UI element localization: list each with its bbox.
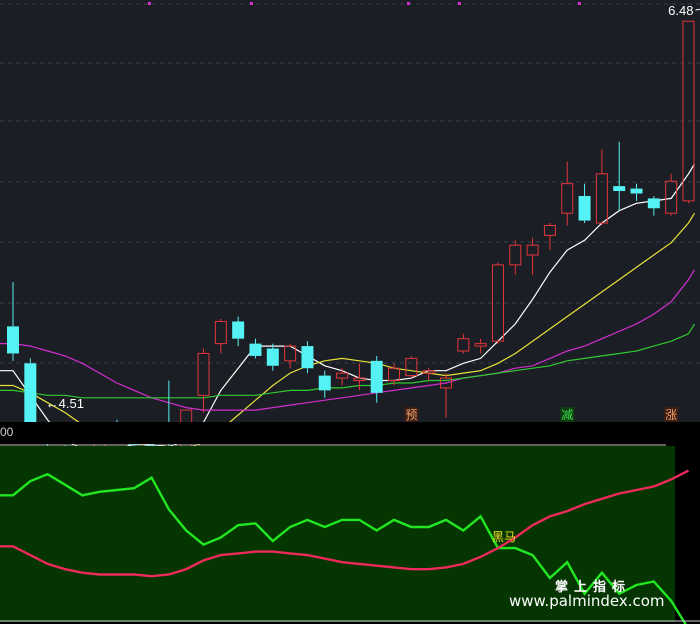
candle-body-up <box>474 343 487 347</box>
panel-separator <box>0 422 700 444</box>
candle <box>388 363 401 386</box>
top-marker-dot <box>148 2 151 5</box>
candle-body-up <box>388 367 401 382</box>
candle <box>405 355 418 379</box>
candle <box>266 343 279 371</box>
signal-tag-text: 减 <box>561 408 573 422</box>
top-marker-dot <box>458 2 461 5</box>
candle-body-up <box>440 377 452 389</box>
candle <box>474 338 487 354</box>
candle-body-down <box>249 343 262 356</box>
candle <box>284 343 297 369</box>
candle-body-down <box>266 348 279 366</box>
ma-line-ma20 <box>0 269 696 411</box>
candle-body-up <box>422 370 435 374</box>
top-marker-dot <box>250 2 253 5</box>
candle-body-up <box>197 352 210 396</box>
candle <box>595 149 608 226</box>
candle <box>526 237 539 275</box>
candle <box>353 363 366 391</box>
indicator-line-green <box>0 472 687 624</box>
candle <box>543 223 556 251</box>
candle-body-down <box>232 321 245 339</box>
candle-body-up <box>491 264 504 342</box>
candle-body-down <box>301 346 314 369</box>
candle <box>457 333 470 354</box>
low-price-label: ←4.51 <box>46 396 84 411</box>
candle <box>370 355 383 403</box>
candle <box>491 262 504 344</box>
candle <box>249 338 262 359</box>
candle-body-down <box>318 375 331 391</box>
candle <box>561 161 574 226</box>
candle-body-up <box>405 357 418 377</box>
candle-body-up <box>509 244 522 266</box>
indicator-line-red <box>0 469 690 578</box>
candle <box>197 348 210 413</box>
candle-body-up <box>214 320 227 345</box>
candle <box>682 20 695 204</box>
signal-tag: 涨 <box>664 407 679 422</box>
candle-body-down <box>613 186 626 192</box>
watermark-url: www.palmindex.com <box>509 592 665 610</box>
candle-body-up <box>682 20 695 202</box>
high-price-label: 6.48 <box>668 3 693 18</box>
candle <box>440 373 452 418</box>
candle <box>630 183 643 201</box>
watermark-cn: 掌上指标 <box>555 579 631 595</box>
candle <box>509 240 522 275</box>
indicator-panel-background <box>0 446 675 622</box>
signal-tags: 预减涨 <box>404 407 679 422</box>
signal-tag-text: 预 <box>405 408 417 422</box>
candle-body-up <box>595 173 608 224</box>
candle-body-up <box>284 345 297 362</box>
candle-body-up <box>457 338 470 352</box>
candle-body-up <box>665 180 678 214</box>
candle-body-down <box>647 198 660 209</box>
candle-body-up <box>543 224 556 236</box>
candle <box>578 183 591 224</box>
candle <box>422 368 435 381</box>
candle-body-down <box>24 363 37 440</box>
high-arrow-icon <box>695 8 700 11</box>
candle <box>301 341 314 374</box>
signal-tag-box <box>664 407 679 422</box>
candle-body-down <box>7 326 19 354</box>
signal-tag-box <box>404 407 419 422</box>
top-marker-dot <box>407 2 410 5</box>
candle-body-up <box>561 183 574 214</box>
candle <box>7 282 19 361</box>
top-markers <box>148 2 581 5</box>
candle-body-up <box>353 377 366 382</box>
candle <box>336 368 349 386</box>
indicator-lines <box>0 469 690 624</box>
candle <box>214 319 227 354</box>
candle <box>318 370 331 398</box>
candle-body-down <box>578 195 591 221</box>
candle-body-up <box>336 372 349 379</box>
signal-tag: 预 <box>404 407 419 422</box>
candle <box>647 195 660 216</box>
candle-body-down <box>145 444 158 447</box>
candle <box>613 141 626 211</box>
candle-body-up <box>526 244 539 256</box>
ma-line-ma60 <box>0 323 696 399</box>
indicator-value-label: 00 <box>0 425 14 439</box>
top-marker-dot <box>578 2 581 5</box>
signal-tag-text: 涨 <box>665 407 677 422</box>
candle <box>665 173 678 216</box>
indicator-signal-label: 黑马 <box>492 530 516 544</box>
signal-tag: 减 <box>560 407 575 422</box>
candle <box>232 316 245 347</box>
signal-tag-box <box>560 407 575 422</box>
candle-body-down <box>370 360 383 393</box>
candle-body-down <box>630 188 643 194</box>
